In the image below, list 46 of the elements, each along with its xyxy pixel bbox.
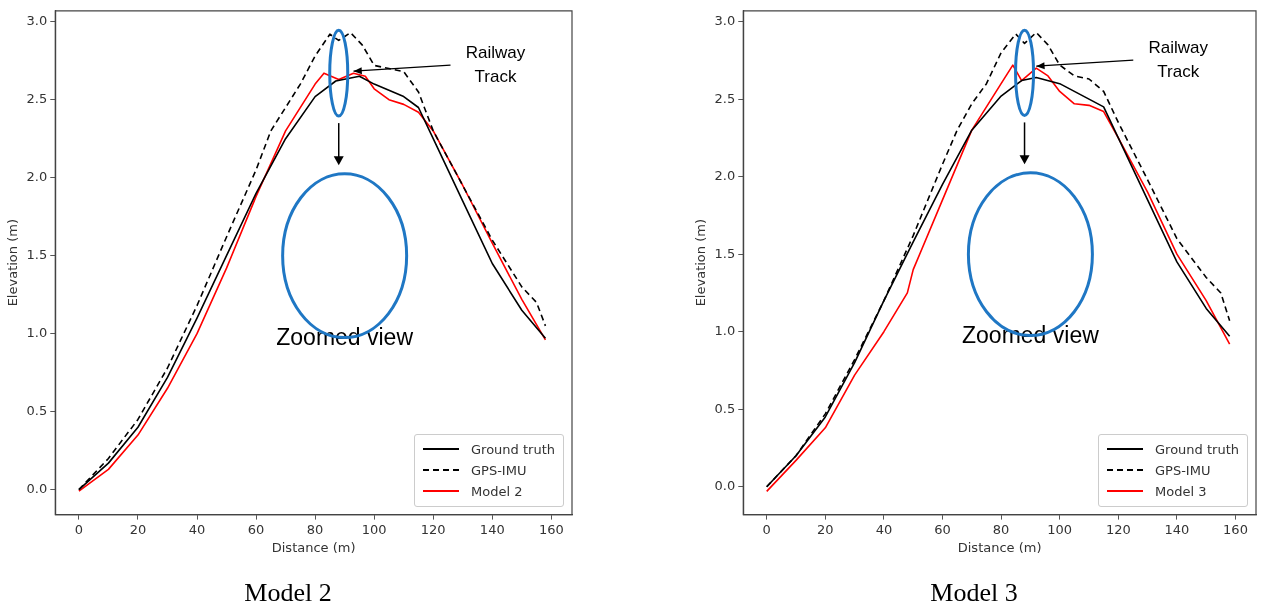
legend-label: Model 2 (471, 483, 523, 499)
x-tick-label: 140 (479, 521, 505, 537)
x-axis-title: Distance (m) (271, 540, 356, 556)
y-tick-label: 2.0 (26, 169, 48, 185)
x-tick-label: 160 (1223, 521, 1248, 537)
x-tick-label: 80 (306, 521, 324, 537)
x-tick-label: 160 (538, 521, 564, 537)
x-tick-label: 120 (1105, 521, 1131, 537)
y-tick-label: 1.5 (26, 247, 48, 263)
legend-label: GPS-IMU (1155, 462, 1211, 478)
y-tick-label: 0.0 (26, 481, 48, 497)
x-tick-label: 140 (1164, 521, 1190, 537)
y-tick-label: 0.0 (714, 478, 736, 494)
y-axis-title: Elevation (m) (5, 219, 21, 307)
y-tick-label: 3.0 (26, 13, 48, 29)
x-tick-label: 80 (992, 521, 1010, 537)
x-axis-title: Distance (m) (957, 540, 1042, 556)
x-tick-label: 60 (247, 521, 265, 537)
legend-label: Ground truth (471, 441, 555, 457)
y-tick-label: 0.5 (26, 403, 48, 419)
x-tick-label: 100 (1047, 521, 1073, 537)
x-tick-label: 100 (361, 521, 387, 537)
text: Model 2 (244, 578, 332, 608)
x-tick-label: 40 (188, 521, 206, 537)
x-tick-label: 0 (74, 521, 84, 537)
legend-label: Ground truth (1155, 441, 1239, 457)
y-tick-label: 1.5 (714, 245, 736, 261)
legend-label: Model 3 (1155, 483, 1207, 499)
x-tick-label: 20 (129, 521, 147, 537)
y-tick-label: 1.0 (26, 325, 48, 341)
y-tick-label: 2.5 (714, 90, 736, 106)
y-axis-title: Elevation (m) (693, 219, 709, 307)
annotation: Railway Track (465, 42, 526, 86)
x-tick-label: 40 (875, 521, 893, 537)
x-tick-label: 120 (420, 521, 446, 537)
y-tick-label: 3.0 (714, 13, 736, 29)
legend-label: GPS-IMU (471, 462, 527, 478)
y-tick-label: 2.0 (714, 168, 736, 184)
x-tick-label: 0 (762, 521, 771, 537)
x-tick-label: 60 (934, 521, 951, 537)
y-tick-label: 1.0 (714, 323, 736, 339)
text: Model 3 (930, 578, 1018, 608)
y-tick-label: 0.5 (714, 400, 736, 416)
y-tick-label: 2.5 (26, 91, 48, 107)
annotation: Railway Track (1148, 37, 1209, 81)
x-tick-label: 20 (817, 521, 834, 537)
